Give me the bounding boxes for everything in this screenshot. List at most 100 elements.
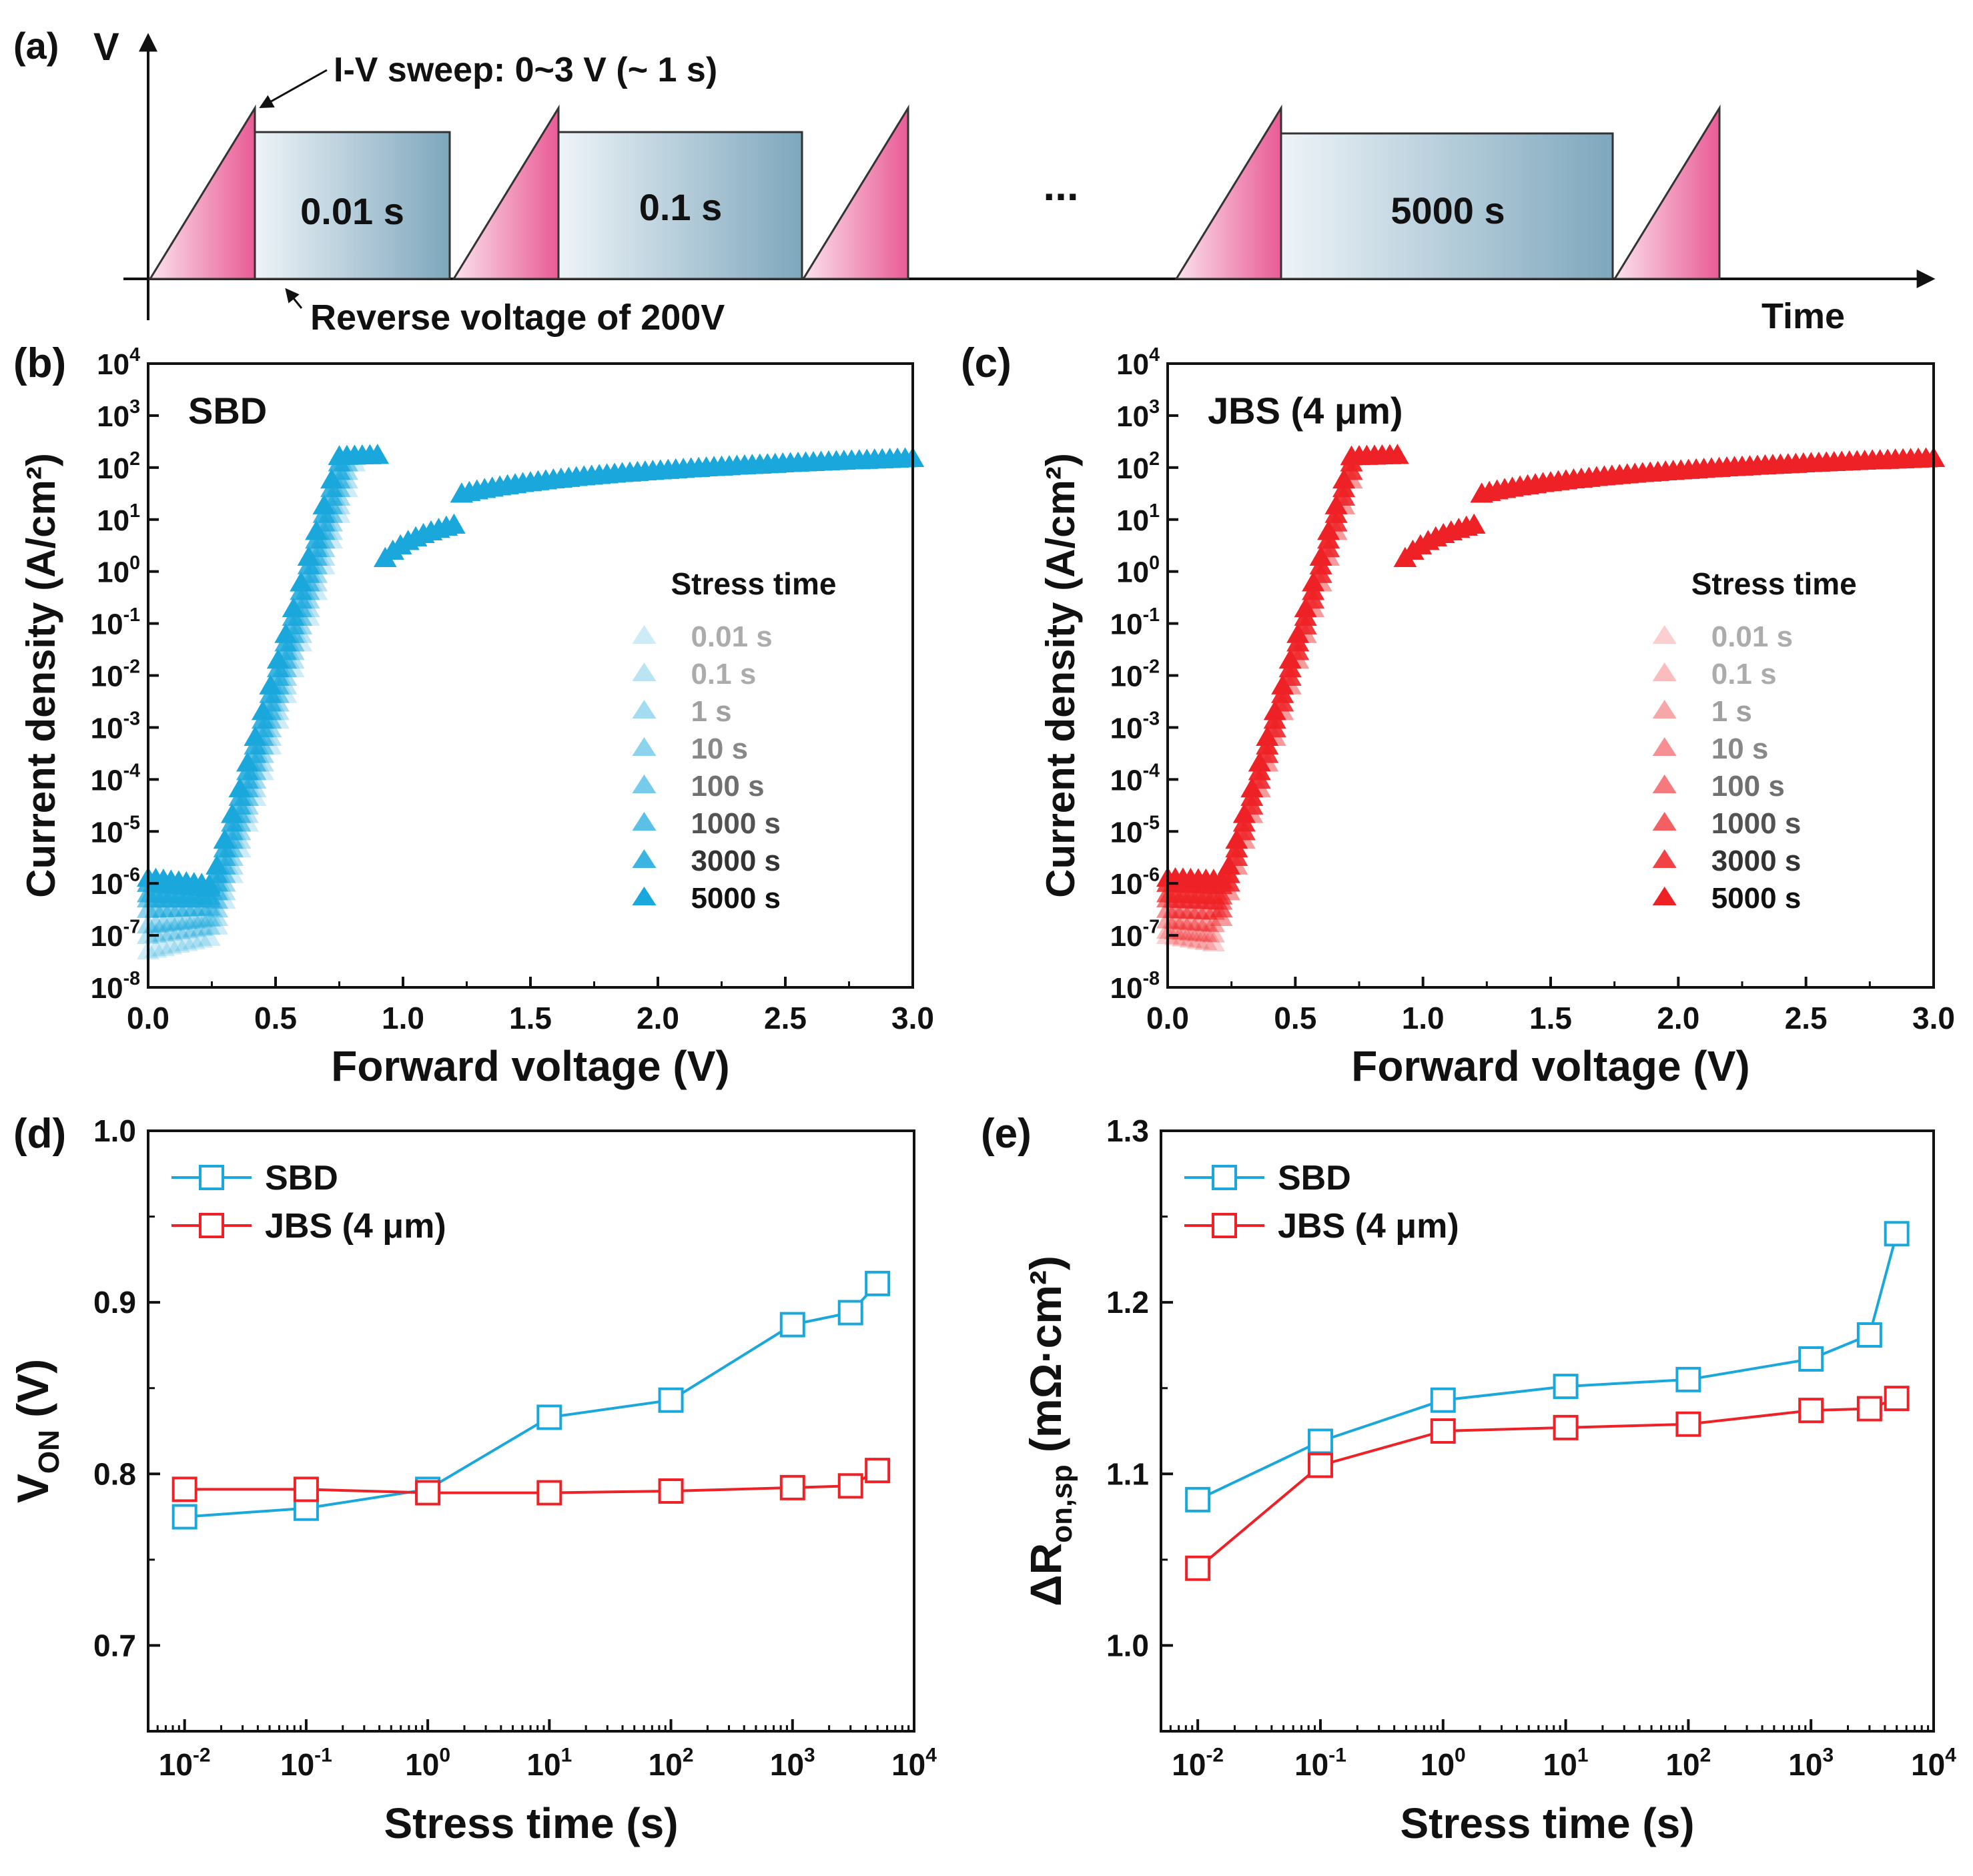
data-point [1430, 1387, 1456, 1413]
data-point [1248, 751, 1271, 772]
x-tick-label: 100 [405, 1744, 450, 1782]
y-tick-label-text: 10-7 [1110, 916, 1160, 953]
data-point [1675, 1411, 1701, 1437]
x-tick-label: 1.0 [382, 1001, 424, 1035]
data-point [182, 929, 206, 949]
data-point [442, 514, 466, 534]
sweep-note: I-V sweep: 0~3 V (~ 1 s) [334, 51, 717, 89]
legend-marker [632, 624, 657, 644]
panel-label: (d) [13, 1111, 66, 1157]
data-point [1263, 700, 1286, 721]
series-1-s [1156, 444, 1945, 933]
data-point [779, 1474, 805, 1500]
legend-marker [1652, 886, 1677, 905]
y-tick-label: 1.0 [93, 1113, 136, 1148]
x-tick-label: 2.5 [1785, 1001, 1828, 1035]
y-axis-label: ΔRon,sp (mΩ·cm²) [1021, 1256, 1078, 1606]
y-tick-label: 10-7 [1110, 916, 1160, 953]
x-tick-label: 100 [1421, 1744, 1466, 1782]
y-tick-label: 10-1 [91, 604, 140, 641]
y-tick-label-text: 100 [97, 552, 140, 589]
plot-frame [147, 1129, 915, 1733]
data-point [1179, 910, 1202, 931]
legend-marker [632, 774, 657, 793]
panel-c-jbs-iv: (c) 0.0 0.5 1.0 1.5 2.0 2.5 3.0 104 103 102 101 100 1… [961, 340, 1955, 1090]
data-point [159, 920, 183, 941]
stress-box-0 [254, 131, 451, 280]
y-tick-label: 10-8 [91, 968, 140, 1005]
legend-item-label: 1000 s [691, 807, 781, 840]
data-point [658, 1478, 684, 1504]
data-point [1171, 909, 1194, 930]
data-point [221, 803, 244, 823]
legend-marker [1652, 662, 1677, 681]
stress-box-1 [557, 131, 803, 280]
data-point [171, 1504, 198, 1530]
y-tick-label-text: 10-2 [91, 656, 140, 693]
legend-title: Stress time [1691, 566, 1857, 601]
data-point [366, 444, 389, 464]
data-point [144, 923, 167, 943]
data-point [167, 919, 190, 940]
legend-item-label: 3000 s [691, 845, 781, 877]
iv-sweep-pulse [801, 104, 909, 280]
data-point [206, 855, 229, 875]
y-tick-label: 102 [97, 448, 140, 485]
legend-item-label: 0.01 s [691, 620, 772, 653]
series-5000-s [137, 444, 924, 894]
x-tick-label-text: 102 [1665, 1744, 1711, 1782]
x-tick-label: 1.0 [1402, 1001, 1445, 1035]
y-tick-label: 10-7 [91, 916, 140, 953]
data-point [1179, 927, 1202, 948]
y-tick-label: 10-6 [1110, 864, 1160, 901]
data-point [320, 468, 344, 489]
x-tick-label-text: 103 [770, 1744, 815, 1782]
legend-item-label: 0.01 s [1711, 620, 1793, 653]
legend-item-label: 10 s [1711, 733, 1769, 765]
x-tick-label-text: 100 [405, 1744, 450, 1782]
data-point [1307, 1452, 1333, 1478]
data-point [182, 908, 206, 929]
chart-title: JBS (4 μm) [1208, 390, 1403, 432]
y-tick-label: 10-2 [1110, 656, 1160, 693]
legend-marker [632, 699, 657, 719]
data-point [274, 622, 298, 643]
panel-d-von-vs-time: (d) 10-2 10-1 100 101 102 103 104 0.7 0.8 0.9 1.0 SB… [8, 1111, 937, 1847]
y-tick-label-text: 104 [1116, 344, 1160, 381]
data-point [1856, 1322, 1882, 1348]
x-tick-label: 103 [1788, 1744, 1834, 1782]
data-point [1179, 921, 1202, 941]
series-1000-s [137, 444, 924, 905]
y-tick-label-text: 10-8 [1110, 968, 1160, 1005]
x-axis-label: Stress time (s) [1400, 1799, 1694, 1847]
legend-item-label: 5000 s [1711, 882, 1802, 915]
panel-a: (a) V Time 0.01 s 0.1 s ... 5000 s I-V s… [13, 25, 1936, 338]
data-point [1194, 930, 1218, 951]
x-tick-label-text: 10-1 [1294, 1744, 1346, 1782]
data-point [1294, 597, 1317, 618]
series-line-sbd [184, 1282, 879, 1518]
data-point [1309, 546, 1332, 566]
x-tick-label: 103 [770, 1744, 815, 1782]
y-tick-label-text: 10-5 [91, 812, 140, 849]
data-point [305, 520, 328, 540]
x-tick-label: 101 [1543, 1744, 1589, 1782]
data-point [198, 907, 221, 927]
series-5000-s [1156, 444, 1945, 889]
series-10-s [1156, 444, 1945, 920]
series-100-s [137, 444, 924, 908]
y-tick-label-text: 10-7 [91, 916, 140, 953]
x-tick-label: 10-2 [159, 1744, 211, 1782]
x-tick-label: 10-2 [1172, 1744, 1224, 1782]
x-tick-label-text: 10-1 [280, 1744, 332, 1782]
y-tick-label-text: 10-3 [1110, 709, 1160, 745]
chart-title: SBD [188, 390, 267, 432]
data-point [259, 674, 282, 694]
x-tick-label-text: 100 [1421, 1744, 1466, 1782]
data-point [865, 1270, 891, 1296]
data-point [1202, 922, 1225, 943]
data-point [144, 937, 167, 958]
y-tick-label-text: 10-2 [1110, 656, 1160, 693]
data-point [290, 571, 313, 592]
x-tick-label: 101 [526, 1744, 572, 1782]
